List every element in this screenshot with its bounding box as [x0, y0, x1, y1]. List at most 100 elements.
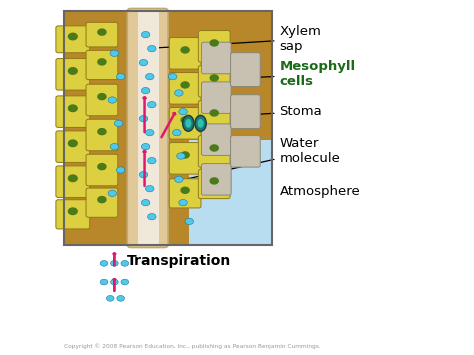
FancyBboxPatch shape	[56, 131, 90, 163]
FancyBboxPatch shape	[86, 119, 118, 151]
Ellipse shape	[185, 119, 191, 128]
Bar	[189, 140, 273, 245]
FancyBboxPatch shape	[230, 95, 260, 129]
FancyBboxPatch shape	[169, 38, 201, 69]
Circle shape	[110, 50, 118, 56]
Circle shape	[98, 59, 106, 65]
Ellipse shape	[195, 115, 206, 131]
Circle shape	[146, 186, 154, 192]
Circle shape	[117, 167, 125, 173]
Circle shape	[147, 102, 156, 108]
Circle shape	[168, 73, 177, 80]
Circle shape	[181, 152, 189, 158]
FancyBboxPatch shape	[198, 136, 230, 167]
Circle shape	[174, 90, 183, 96]
FancyBboxPatch shape	[169, 143, 201, 174]
FancyBboxPatch shape	[56, 96, 90, 127]
FancyBboxPatch shape	[201, 124, 231, 155]
Circle shape	[173, 130, 181, 136]
Circle shape	[121, 279, 128, 285]
Circle shape	[108, 190, 117, 197]
Circle shape	[68, 140, 77, 147]
Circle shape	[141, 200, 150, 206]
Circle shape	[141, 143, 150, 150]
FancyBboxPatch shape	[198, 100, 230, 132]
FancyBboxPatch shape	[169, 72, 201, 104]
Circle shape	[139, 60, 148, 66]
Text: Water
molecule: Water molecule	[188, 137, 340, 179]
Bar	[138, 11, 159, 245]
FancyBboxPatch shape	[86, 50, 118, 80]
Circle shape	[181, 47, 189, 53]
FancyBboxPatch shape	[56, 166, 90, 197]
Circle shape	[98, 94, 106, 100]
Circle shape	[177, 153, 185, 159]
Text: Stoma: Stoma	[188, 105, 322, 119]
FancyBboxPatch shape	[127, 9, 168, 247]
FancyBboxPatch shape	[56, 26, 90, 53]
Ellipse shape	[182, 115, 194, 131]
Text: Mesophyll
cells: Mesophyll cells	[182, 60, 356, 88]
Circle shape	[210, 145, 218, 151]
Bar	[64, 11, 273, 245]
Circle shape	[117, 295, 125, 301]
FancyBboxPatch shape	[56, 200, 90, 229]
Circle shape	[181, 82, 189, 88]
Circle shape	[98, 29, 106, 35]
Circle shape	[108, 97, 117, 103]
Circle shape	[179, 109, 187, 115]
Circle shape	[110, 261, 118, 266]
Circle shape	[68, 105, 77, 111]
Circle shape	[146, 130, 154, 136]
FancyBboxPatch shape	[230, 53, 260, 87]
Circle shape	[174, 176, 183, 182]
FancyBboxPatch shape	[201, 42, 231, 74]
Circle shape	[107, 295, 114, 301]
Ellipse shape	[198, 119, 204, 128]
Bar	[64, 11, 273, 245]
FancyBboxPatch shape	[86, 22, 118, 47]
Circle shape	[68, 208, 77, 214]
Circle shape	[98, 197, 106, 203]
FancyBboxPatch shape	[198, 31, 230, 62]
Circle shape	[110, 279, 118, 285]
FancyBboxPatch shape	[230, 136, 260, 167]
Circle shape	[147, 45, 156, 52]
Circle shape	[117, 73, 125, 80]
Circle shape	[210, 178, 218, 184]
FancyBboxPatch shape	[201, 164, 231, 195]
Text: Copyright © 2008 Pearson Education, Inc., publishing as Pearson Benjamin Cumming: Copyright © 2008 Pearson Education, Inc.…	[64, 343, 321, 349]
Circle shape	[179, 200, 187, 206]
FancyBboxPatch shape	[198, 66, 230, 97]
Circle shape	[147, 213, 156, 220]
Circle shape	[68, 68, 77, 74]
Circle shape	[110, 143, 118, 150]
Circle shape	[139, 115, 148, 122]
FancyBboxPatch shape	[86, 84, 118, 116]
Text: Transpiration: Transpiration	[127, 254, 231, 268]
FancyBboxPatch shape	[169, 108, 201, 139]
Circle shape	[98, 129, 106, 135]
Circle shape	[100, 279, 108, 285]
Circle shape	[98, 164, 106, 170]
Circle shape	[210, 75, 218, 81]
Circle shape	[68, 33, 77, 40]
Text: Xylem
sap: Xylem sap	[146, 25, 321, 53]
FancyBboxPatch shape	[86, 188, 118, 217]
Circle shape	[141, 87, 150, 94]
Circle shape	[210, 110, 218, 116]
Circle shape	[100, 261, 108, 266]
Circle shape	[146, 73, 154, 80]
FancyBboxPatch shape	[198, 169, 230, 198]
Circle shape	[141, 32, 150, 38]
Circle shape	[114, 120, 123, 126]
Circle shape	[68, 175, 77, 181]
Text: Atmosphere: Atmosphere	[280, 185, 360, 197]
FancyBboxPatch shape	[201, 82, 231, 114]
Circle shape	[147, 158, 156, 164]
Circle shape	[185, 218, 193, 224]
FancyBboxPatch shape	[86, 154, 118, 186]
Circle shape	[210, 40, 218, 46]
Circle shape	[121, 261, 128, 266]
FancyBboxPatch shape	[56, 59, 90, 90]
